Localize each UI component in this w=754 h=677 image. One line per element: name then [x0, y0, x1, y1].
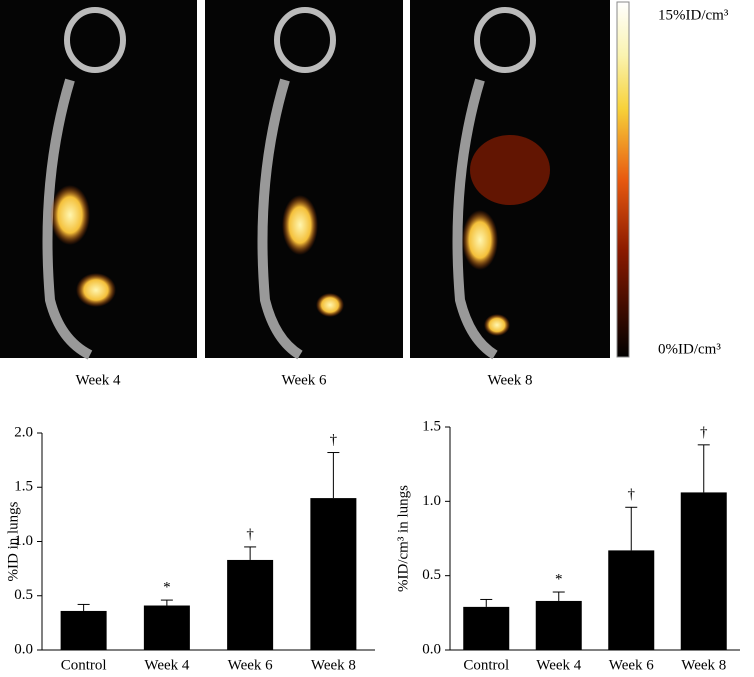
y-tick-label: 1.0 — [14, 533, 33, 549]
significance-marker: † — [246, 526, 254, 542]
y-tick-label: 1.5 — [14, 479, 33, 495]
colorbar-max-label: 15%ID/cm³ — [658, 7, 729, 23]
scan-images — [0, 0, 630, 360]
significance-marker: † — [700, 424, 708, 440]
significance-marker: * — [163, 580, 171, 596]
x-tick-label: Week 4 — [144, 657, 190, 672]
bar — [143, 605, 190, 650]
x-tick-label: Week 8 — [681, 657, 726, 672]
bar — [680, 492, 727, 650]
image-label: Week 6 — [281, 372, 327, 388]
y-tick-label: 1.5 — [422, 418, 441, 434]
x-tick-label: Control — [61, 657, 107, 672]
y-tick-label: 2.0 — [14, 424, 33, 440]
y-tick-label: 0.0 — [14, 641, 33, 657]
y-tick-label: 1.0 — [422, 493, 441, 509]
bar — [60, 610, 107, 650]
bar — [310, 498, 357, 650]
bar — [463, 606, 510, 650]
x-tick-label: Week 6 — [228, 657, 274, 672]
bar — [608, 550, 655, 650]
y-tick-label: 0.5 — [14, 587, 33, 603]
y-tick-label: 0.5 — [422, 567, 441, 583]
x-tick-label: Week 8 — [311, 657, 356, 672]
y-axis-label: %ID/cm³ in lungs — [395, 485, 411, 592]
bar — [535, 600, 582, 650]
colorbar-min-label: 0%ID/cm³ — [658, 341, 721, 357]
colorbar — [616, 1, 630, 358]
scan-image — [205, 0, 403, 358]
x-tick-label: Week 4 — [536, 657, 582, 672]
significance-marker: † — [330, 432, 338, 448]
image-label: Week 4 — [75, 372, 121, 388]
x-tick-label: Control — [463, 657, 509, 672]
x-tick-label: Week 6 — [609, 657, 655, 672]
significance-marker: † — [628, 487, 636, 503]
bar — [227, 559, 274, 650]
y-tick-label: 0.0 — [422, 641, 441, 657]
image-label: Week 8 — [487, 372, 532, 388]
y-axis-label: %ID in lungs — [5, 501, 21, 581]
significance-marker: * — [555, 571, 563, 587]
